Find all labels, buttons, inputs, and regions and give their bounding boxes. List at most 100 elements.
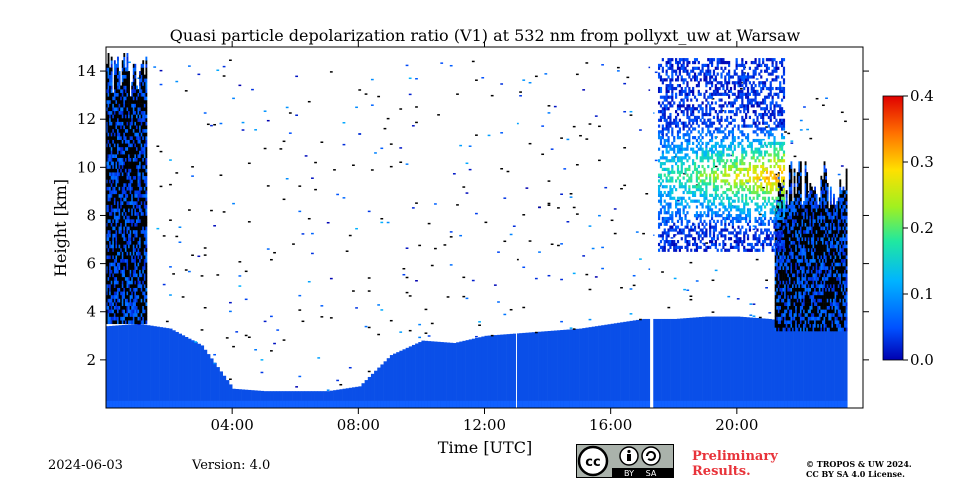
cloud-cell (780, 237, 783, 242)
cloud-cell (785, 284, 788, 288)
cloud-cell (788, 233, 791, 238)
cloud-cell (818, 240, 821, 245)
noise-speck (762, 138, 765, 141)
cloud-cell (806, 244, 809, 249)
boundary-layer-column (780, 320, 785, 408)
cloud-cell (117, 63, 119, 68)
cloud-cell (135, 179, 138, 184)
cloud-cell (134, 211, 137, 216)
cloud-cell (831, 240, 834, 245)
boundary-layer-column (657, 318, 662, 408)
surface-layer (383, 400, 388, 408)
cloud-cell (774, 211, 777, 216)
cloud-cell (810, 208, 813, 213)
cloud-cell (129, 219, 132, 223)
cloud-cell (118, 276, 121, 281)
cloud-cell (113, 215, 116, 220)
cirrus-cell (675, 179, 678, 183)
cloud-cell (796, 273, 799, 278)
cloud-cell (140, 320, 143, 325)
cirrus-cell (663, 208, 666, 212)
cloud-cell (787, 309, 790, 314)
cloud-cell (126, 247, 129, 252)
cloud-cell (128, 276, 130, 281)
cloud-cell (129, 233, 132, 238)
cloud-cell (803, 215, 805, 220)
cloud-cell (810, 197, 813, 202)
cloud-cell (818, 284, 821, 288)
cloud-cell (113, 136, 116, 140)
cloud-cell (110, 208, 113, 213)
cloud-cell (798, 247, 801, 252)
cloud-cell (796, 244, 799, 249)
cloud-cell (140, 222, 143, 227)
cloud-cell (117, 237, 119, 242)
boundary-layer-column (708, 316, 712, 408)
cloud-cell (126, 114, 129, 119)
cloud-cell (790, 327, 793, 332)
noise-speck (241, 129, 245, 131)
cloud-cell (120, 154, 123, 159)
cloud-cell (780, 280, 783, 285)
cloud-cell (109, 85, 112, 90)
noise-speck (616, 70, 620, 72)
surface-layer (475, 400, 479, 408)
cloud-cell (143, 258, 146, 263)
cloud-cell (124, 110, 127, 115)
cloud-cell (814, 312, 816, 317)
cloud-cell (790, 219, 793, 223)
cloud-cell (826, 284, 829, 288)
cloud-cell (839, 255, 842, 260)
boundary-layer-column (692, 317, 697, 408)
cloud-cell (788, 168, 791, 173)
cloud-cell (120, 312, 123, 317)
noise-speck (541, 153, 545, 156)
boundary-layer-column (604, 324, 608, 408)
cloud-cell (107, 298, 110, 303)
cloud-cell (818, 258, 821, 263)
cloud-cell (120, 309, 123, 314)
cloud-cell (810, 219, 813, 223)
cloud-cell (117, 150, 119, 155)
surface-layer (109, 400, 113, 408)
surface-layer (440, 400, 444, 408)
cloud-cell (790, 312, 793, 317)
cloud-cell (803, 266, 805, 270)
cloud-cell (123, 74, 126, 79)
cloud-cell (796, 172, 799, 177)
cloud-cell (796, 229, 799, 234)
cloud-cell (143, 128, 146, 133)
cloud-cell (795, 193, 798, 198)
cloud-cell (784, 211, 787, 216)
cloud-cell (132, 255, 135, 260)
cirrus-cell (661, 245, 664, 249)
cloud-cell (121, 266, 124, 270)
cirrus-cell (669, 170, 672, 174)
cloud-cell (140, 85, 143, 90)
boundary-layer-column (743, 317, 747, 408)
cloud-cell (120, 316, 123, 321)
cloud-cell (106, 244, 108, 249)
cloud-cell (839, 273, 842, 278)
cloud-cell (135, 128, 138, 133)
cirrus-cell (659, 156, 663, 160)
cloud-cell (110, 233, 113, 238)
cloud-cell (129, 255, 132, 260)
cloud-cell (135, 139, 138, 144)
cirrus-cell (657, 242, 661, 247)
noise-speck (594, 276, 598, 278)
cloud-cell (107, 215, 110, 220)
cloud-cell (823, 219, 826, 223)
noise-speck (241, 121, 245, 124)
cloud-cell (115, 280, 118, 285)
cloud-cell (132, 150, 135, 155)
cloud-cell (780, 291, 783, 296)
noise-speck (468, 145, 472, 147)
cloud-cell (118, 114, 121, 119)
noise-speck (629, 288, 633, 290)
cloud-cell (785, 211, 788, 216)
cloud-cell (140, 150, 143, 155)
cloud-cell (110, 67, 113, 72)
noise-speck (481, 77, 485, 79)
cloud-cell (112, 107, 115, 112)
